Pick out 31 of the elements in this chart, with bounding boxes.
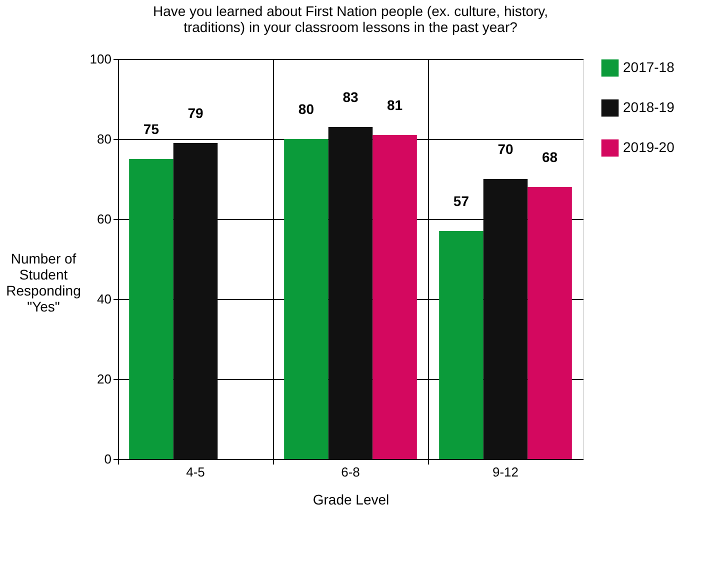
bar bbox=[328, 127, 373, 459]
x-tick-label: 6-8 bbox=[341, 464, 360, 480]
y-tick-label: 80 bbox=[97, 132, 112, 146]
bar bbox=[129, 159, 174, 459]
data-label: 80 bbox=[298, 101, 314, 117]
y-tick-label: 20 bbox=[97, 372, 112, 386]
x-tick-label: 4-5 bbox=[186, 464, 205, 480]
data-label: 83 bbox=[342, 89, 358, 105]
x-axis-title: Grade Level bbox=[312, 492, 390, 508]
bar bbox=[284, 139, 328, 459]
data-label: 68 bbox=[542, 149, 558, 165]
y-tick-label: 100 bbox=[90, 52, 112, 66]
legend-label: 2017-18 bbox=[623, 59, 675, 75]
bar bbox=[372, 135, 417, 459]
data-label: 79 bbox=[188, 105, 204, 121]
chart-title: Have you learned about First Nation people (ex. culture, history, traditions) in your classroom lessons in the past year? bbox=[152, 3, 548, 35]
y-axis-title: Number of Student Responding "Yes" bbox=[6, 250, 81, 314]
bar bbox=[483, 179, 528, 459]
data-label: 75 bbox=[143, 121, 160, 137]
legend-label: 2018-19 bbox=[623, 99, 675, 115]
y-tick-label: 60 bbox=[97, 212, 112, 226]
data-label: 70 bbox=[498, 141, 514, 157]
legend-label: 2019-20 bbox=[623, 139, 675, 155]
bar bbox=[528, 187, 572, 459]
x-tick-label: 9-12 bbox=[492, 464, 519, 480]
y-tick-label: 40 bbox=[97, 292, 112, 306]
data-label: 81 bbox=[386, 97, 403, 113]
bar bbox=[173, 143, 218, 459]
data-label: 57 bbox=[453, 193, 470, 209]
bar bbox=[439, 231, 484, 459]
y-tick-label: 0 bbox=[104, 452, 112, 466]
